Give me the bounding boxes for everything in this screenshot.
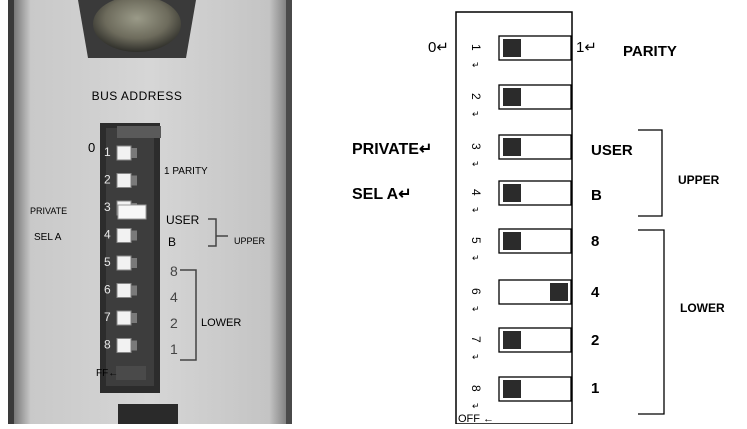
switch-number-mark: ↵: [472, 109, 480, 119]
photo-upper-bracket: [208, 218, 228, 247]
switch-lever: [503, 380, 521, 398]
diagram-lower-value: 1: [591, 380, 599, 397]
photo-zero-label: 0: [88, 140, 95, 155]
photo-switch-lever: [116, 310, 132, 326]
photo-switch-track: [131, 313, 137, 323]
switch-number: 7: [469, 336, 483, 343]
switch-number-mark: ↵: [472, 401, 480, 411]
switch-number-mark: ↵: [472, 205, 480, 215]
switch-number-mark: ↵: [472, 304, 480, 314]
photo-lower-value: 1: [170, 341, 178, 357]
photo-switch-number: 8: [104, 338, 111, 352]
diagram-upper-label: UPPER: [678, 173, 720, 187]
photo-lower-bracket: [180, 269, 197, 361]
switch-lever: [503, 184, 521, 202]
photo-switch-track: [131, 340, 137, 351]
photo-lower-value: 8: [170, 263, 178, 279]
switch-body: [455, 11, 573, 425]
switch-number: 8: [469, 385, 483, 392]
diagram-lower-value: 2: [591, 332, 599, 349]
switch-lever: [503, 331, 521, 349]
diagram-lower-values: 8 4 2 1: [591, 233, 600, 397]
switch-number-mark: ↵: [472, 60, 480, 70]
diagram-lower-label: LOWER: [680, 301, 725, 315]
switch-lever: [503, 138, 521, 156]
photo-switch-number: 4: [104, 228, 111, 242]
diagram-lower-value: 4: [591, 284, 600, 301]
diagram-switch-group: 1 ↵ 2 ↵ 3 ↵ 4 ↵ 5 ↵ 6 ↵ 7 ↵ 8 ↵: [469, 35, 572, 411]
photo-switch-group: 1 2 3 4 5 6 7 8: [104, 145, 147, 353]
photo-switch-number: 3: [104, 200, 111, 214]
switch-number: 4: [469, 189, 483, 196]
switch-number: 5: [469, 237, 483, 244]
photo-switch-lever: [116, 283, 132, 298]
photo-switch-lever: [116, 228, 132, 243]
diagram-parity-label: PARITY: [623, 43, 677, 60]
switch-number: 1: [469, 44, 483, 51]
diagram-sel-label: SEL A↵: [352, 186, 412, 203]
photo-lower-label: LOWER: [201, 317, 241, 329]
photo-upper-label: UPPER: [234, 236, 266, 246]
diagram-svg: 1↵2↵3↵4↵5↵6↵7↵8↵ 0↵ PRIVATE↵ SEL A↵ 1↵ P…: [352, 11, 725, 425]
photo-switch-lever: [116, 338, 132, 353]
photo-switch-lever: [116, 145, 132, 161]
switch-number: 2: [469, 93, 483, 100]
photo-switch-track: [131, 175, 137, 186]
diagram-zero-label: 0↵: [428, 39, 449, 56]
photo-switch-track: [131, 230, 137, 241]
switch-lever: [550, 283, 568, 301]
switch-number: 6: [469, 288, 483, 295]
rotary-knob: [93, 0, 181, 52]
diagram-user-label: USER: [591, 142, 633, 159]
lower-bracket: [638, 229, 665, 415]
photo-user-label: USER: [166, 213, 200, 227]
photo-switch-number: 5: [104, 255, 111, 269]
photo-lower-value: 4: [170, 289, 178, 305]
bus-address-label: BUS ADDRESS: [92, 89, 183, 103]
diagram-lower-value: 8: [591, 233, 599, 250]
switch-number-mark: ↵: [472, 159, 480, 169]
photo-off-label: FF←: [96, 368, 118, 379]
diagram-private-label: PRIVATE↵: [352, 141, 432, 158]
photo-private-label: PRIVATE: [30, 206, 67, 216]
photo-switch-lever: [116, 173, 132, 188]
photo-b-label: B: [168, 235, 176, 249]
diagram-one-label: 1↵: [576, 39, 597, 56]
photo-switch-lever: [116, 255, 132, 271]
photo-sel-label: SEL A: [34, 232, 62, 243]
diagram-b-label: B: [591, 187, 602, 204]
upper-bracket: [638, 129, 663, 217]
switch-lever: [503, 88, 521, 106]
switch-lever: [503, 39, 521, 57]
photo-lower-values: 8 4 2 1: [170, 263, 178, 357]
photo-switch-number: 7: [104, 310, 111, 324]
photo-switch-number: 2: [104, 173, 111, 187]
photo-switch-track: [131, 258, 137, 268]
switch-number-mark: ↵: [472, 253, 480, 263]
photo-parity-label: 1 PARITY: [164, 166, 208, 177]
diagram-off-label: OFF ←: [458, 413, 494, 424]
switch-lever: [503, 232, 521, 250]
photo-switch-number: 1: [104, 145, 111, 159]
switch-number-mark: ↵: [472, 352, 480, 362]
photo-switch-raised: [117, 204, 147, 220]
dip-switch-diagram: 1 ↵ 2 ↵ 3 ↵ 4 ↵ 5 ↵ 6 ↵ 7 ↵ 8 ↵ 0↵ PRIVATE↵ SEL A↵ 1↵ P…: [300, 0, 747, 425]
photo-switch-track: [131, 285, 137, 296]
photo-lower-value: 2: [170, 315, 178, 331]
switch-number: 3: [469, 143, 483, 150]
photo-switch-number: 6: [104, 283, 111, 297]
photo-switch-track: [131, 148, 137, 158]
